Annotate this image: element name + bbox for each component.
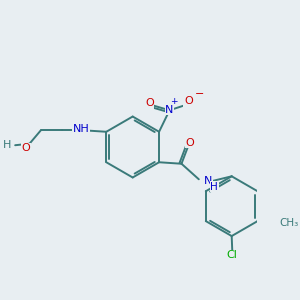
Text: −: − bbox=[195, 89, 204, 99]
Text: O: O bbox=[145, 98, 154, 108]
Text: CH₃: CH₃ bbox=[280, 218, 299, 228]
Text: NH: NH bbox=[73, 124, 89, 134]
Text: +: + bbox=[170, 98, 178, 106]
Text: N: N bbox=[204, 176, 213, 186]
Text: Cl: Cl bbox=[227, 250, 238, 260]
Text: O: O bbox=[184, 96, 193, 106]
Text: H: H bbox=[211, 182, 218, 192]
Text: O: O bbox=[22, 143, 30, 153]
Text: N: N bbox=[165, 105, 174, 115]
Text: O: O bbox=[185, 138, 194, 148]
Text: H: H bbox=[3, 140, 12, 150]
